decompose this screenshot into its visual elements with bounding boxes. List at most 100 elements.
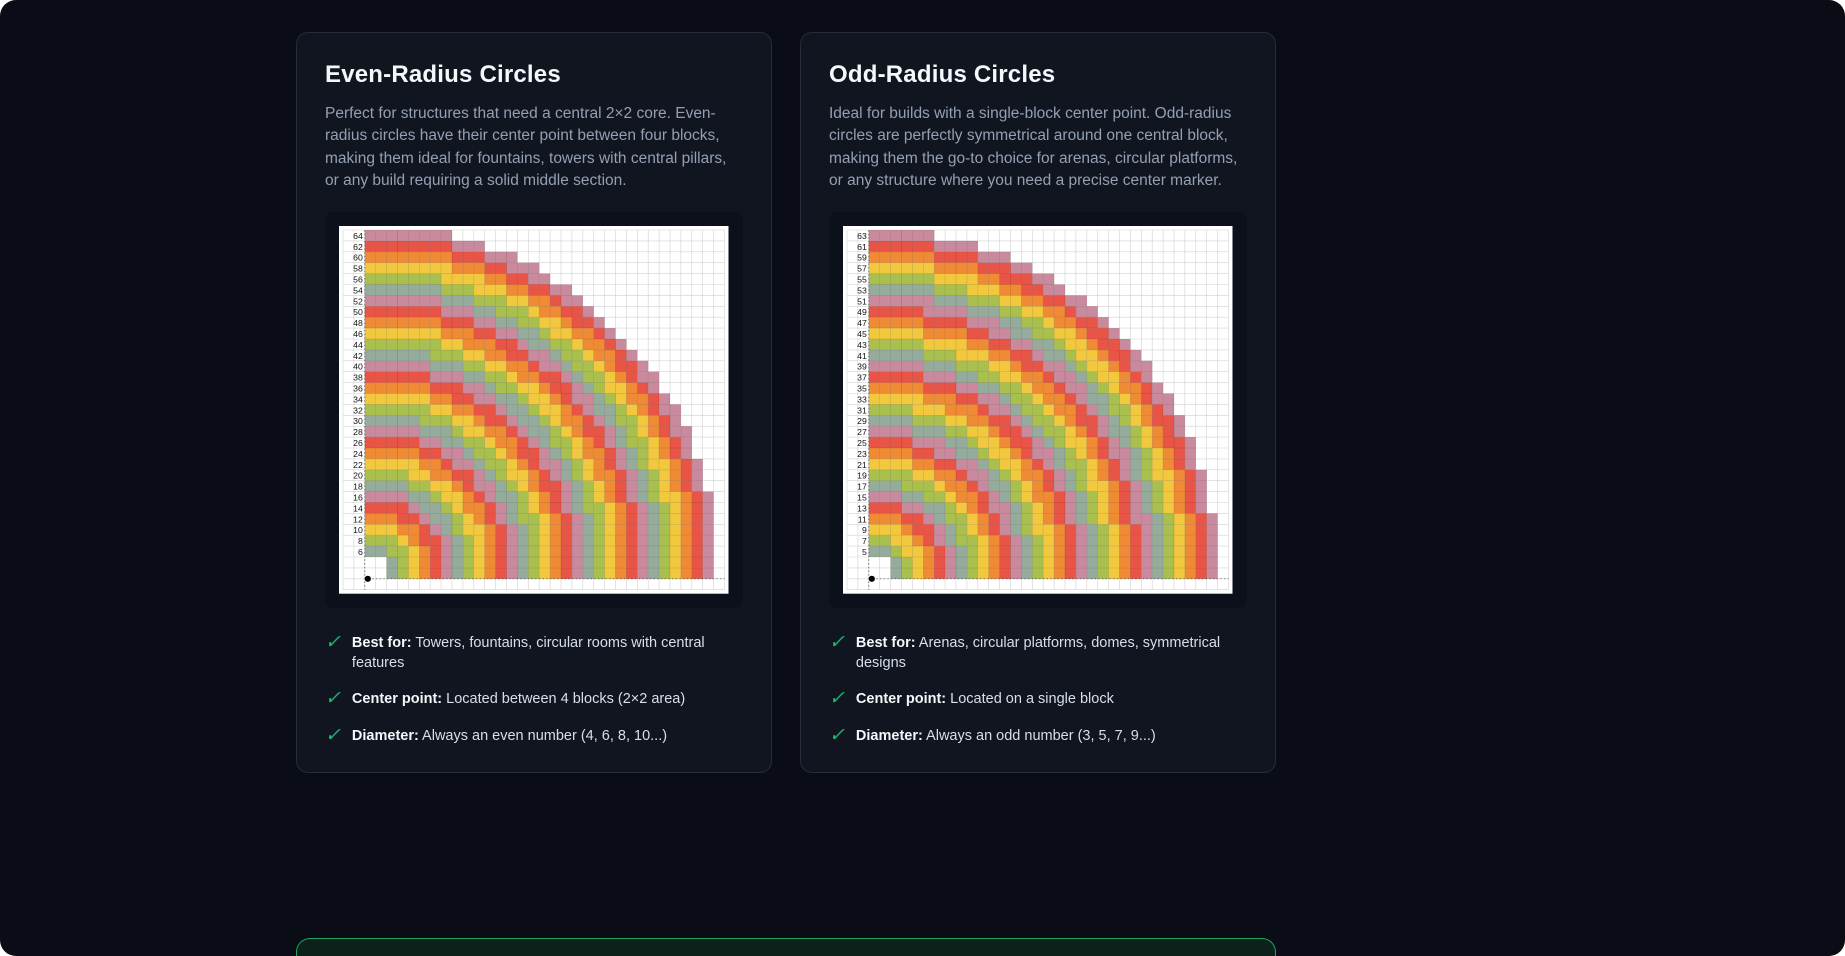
feature-list-odd: ✓ Best for: Arenas, circular platforms, … bbox=[829, 632, 1247, 746]
feature-best-for: ✓ Best for: Arenas, circular platforms, … bbox=[829, 632, 1247, 673]
feature-text: Best for: Towers, fountains, circular ro… bbox=[352, 632, 743, 673]
svg-text:6: 6 bbox=[358, 547, 363, 557]
svg-text:51: 51 bbox=[857, 297, 867, 307]
card-title-even: Even-Radius Circles bbox=[325, 61, 561, 88]
svg-text:21: 21 bbox=[857, 460, 867, 470]
svg-text:38: 38 bbox=[353, 373, 363, 383]
feature-diameter: ✓ Diameter: Always an odd number (3, 5, … bbox=[829, 725, 1247, 747]
feature-diameter: ✓ Diameter: Always an even number (4, 6,… bbox=[325, 725, 743, 747]
feature-value: Always an odd number (3, 5, 7, 9...) bbox=[926, 727, 1156, 744]
svg-text:17: 17 bbox=[857, 482, 867, 492]
svg-text:26: 26 bbox=[353, 438, 363, 448]
svg-text:45: 45 bbox=[857, 329, 867, 339]
feature-best-for: ✓ Best for: Towers, fountains, circular … bbox=[325, 632, 743, 673]
svg-text:7: 7 bbox=[862, 536, 867, 546]
svg-text:64: 64 bbox=[353, 231, 363, 241]
svg-text:58: 58 bbox=[353, 264, 363, 274]
feature-label: Center point: bbox=[855, 691, 947, 708]
svg-text:59: 59 bbox=[857, 253, 867, 263]
feature-text: Best for: Arenas, circular platforms, do… bbox=[856, 632, 1247, 673]
svg-text:57: 57 bbox=[857, 264, 867, 274]
svg-text:14: 14 bbox=[353, 504, 363, 514]
svg-text:8: 8 bbox=[358, 536, 363, 546]
svg-text:11: 11 bbox=[858, 515, 867, 525]
svg-text:28: 28 bbox=[353, 427, 363, 437]
odd-radius-circle-diagram: 6361595755535149474543413937353331292725… bbox=[843, 226, 1233, 594]
svg-text:36: 36 bbox=[353, 384, 363, 394]
svg-text:9: 9 bbox=[862, 525, 867, 535]
feature-text: Diameter: Always an even number (4, 6, 8… bbox=[352, 725, 667, 747]
circle-type-cards: Even-Radius Circles Perfect for structur… bbox=[296, 32, 1276, 774]
feature-value: Arenas, circular platforms, domes, symme… bbox=[855, 634, 1221, 671]
card-description-even: Perfect for structures that need a centr… bbox=[325, 105, 727, 189]
feature-value: Located on a single block bbox=[950, 691, 1114, 708]
svg-text:43: 43 bbox=[857, 340, 867, 350]
check-icon: ✓ bbox=[829, 631, 845, 653]
svg-text:42: 42 bbox=[353, 351, 363, 361]
feature-label: Center point: bbox=[351, 691, 443, 708]
svg-text:22: 22 bbox=[353, 460, 363, 470]
svg-text:31: 31 bbox=[857, 406, 867, 416]
svg-text:56: 56 bbox=[353, 275, 363, 285]
svg-text:40: 40 bbox=[353, 362, 363, 372]
svg-text:5: 5 bbox=[862, 547, 867, 557]
svg-text:61: 61 bbox=[857, 242, 867, 252]
svg-text:16: 16 bbox=[353, 493, 363, 503]
svg-text:41: 41 bbox=[857, 351, 867, 361]
svg-text:49: 49 bbox=[857, 307, 867, 317]
feature-label: Diameter: bbox=[855, 727, 923, 744]
svg-text:29: 29 bbox=[857, 416, 867, 426]
card-title-odd: Odd-Radius Circles bbox=[829, 61, 1056, 88]
feature-value: Always an even number (4, 6, 8, 10...) bbox=[422, 727, 668, 744]
svg-text:39: 39 bbox=[857, 362, 867, 372]
chart-panel-even: 64 62 60 58 56 54 52 50 48 46 44 42 40 38 36 34 32 30 28 26… bbox=[325, 212, 743, 608]
svg-text:33: 33 bbox=[857, 395, 867, 405]
svg-text:13: 13 bbox=[857, 504, 867, 514]
svg-text:47: 47 bbox=[857, 318, 867, 328]
feature-text: Center point: Located on a single block bbox=[856, 688, 1114, 710]
next-section-top-edge bbox=[296, 938, 1276, 956]
svg-text:52: 52 bbox=[353, 297, 363, 307]
svg-text:19: 19 bbox=[857, 471, 867, 481]
card-odd-radius: Odd-Radius Circles Ideal for builds with… bbox=[800, 32, 1276, 774]
svg-text:48: 48 bbox=[353, 318, 363, 328]
svg-text:10: 10 bbox=[353, 525, 363, 535]
svg-text:23: 23 bbox=[857, 449, 867, 459]
svg-text:35: 35 bbox=[857, 384, 867, 394]
svg-text:34: 34 bbox=[353, 395, 363, 405]
check-icon: ✓ bbox=[325, 631, 341, 653]
card-even-radius: Even-Radius Circles Perfect for structur… bbox=[296, 32, 772, 774]
feature-text: Diameter: Always an odd number (3, 5, 7,… bbox=[856, 725, 1156, 747]
chart-panel-odd: 63 61 59 57 55 53 51 49 47 45 43 41 39 37 35 33 31 29 27 25… bbox=[829, 212, 1247, 608]
svg-text:44: 44 bbox=[353, 340, 363, 350]
svg-text:54: 54 bbox=[353, 286, 363, 296]
even-radius-circle-diagram: 6462605856545250484644424038363432302826… bbox=[339, 226, 729, 594]
svg-text:62: 62 bbox=[353, 242, 363, 252]
svg-text:46: 46 bbox=[353, 329, 363, 339]
svg-text:32: 32 bbox=[353, 406, 363, 416]
check-icon: ✓ bbox=[325, 688, 341, 710]
feature-value: Located between 4 blocks (2×2 area) bbox=[446, 691, 686, 708]
feature-label: Best for: bbox=[351, 634, 412, 651]
check-icon: ✓ bbox=[829, 724, 845, 746]
check-icon: ✓ bbox=[829, 688, 845, 710]
svg-text:27: 27 bbox=[857, 427, 867, 437]
svg-text:24: 24 bbox=[353, 449, 363, 459]
svg-text:20: 20 bbox=[353, 471, 363, 481]
svg-text:30: 30 bbox=[353, 416, 363, 426]
feature-center-point: ✓ Center point: Located on a single bloc… bbox=[829, 688, 1247, 710]
svg-text:60: 60 bbox=[353, 253, 363, 263]
svg-text:12: 12 bbox=[353, 515, 363, 525]
feature-value: Towers, fountains, circular rooms with c… bbox=[351, 634, 705, 671]
feature-label: Best for: bbox=[855, 634, 916, 651]
feature-list-even: ✓ Best for: Towers, fountains, circular … bbox=[325, 632, 743, 746]
svg-text:55: 55 bbox=[857, 275, 867, 285]
check-icon: ✓ bbox=[325, 724, 341, 746]
feature-text: Center point: Located between 4 blocks (… bbox=[352, 688, 685, 710]
svg-text:63: 63 bbox=[857, 231, 867, 241]
svg-text:50: 50 bbox=[353, 307, 363, 317]
svg-text:18: 18 bbox=[353, 482, 363, 492]
svg-text:53: 53 bbox=[857, 286, 867, 296]
feature-label: Diameter: bbox=[351, 727, 419, 744]
